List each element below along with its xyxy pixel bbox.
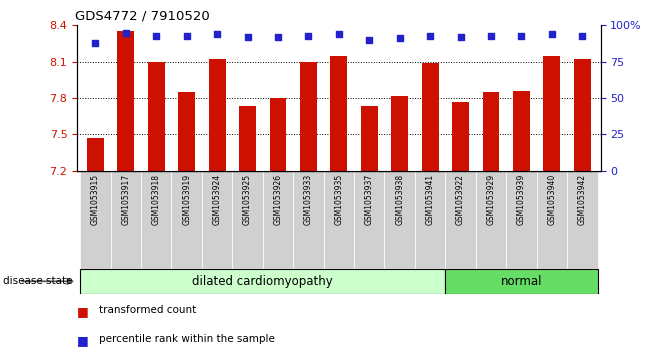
Point (212, 31, 223, 37)
Point (242, 34, 253, 40)
Text: disease state: disease state (3, 276, 73, 286)
Text: GSM1053922: GSM1053922 (456, 174, 465, 225)
Text: GSM1053937: GSM1053937 (365, 174, 374, 225)
FancyBboxPatch shape (567, 171, 597, 269)
Bar (178, 92, 195, 171)
Bar (482, 92, 499, 171)
FancyBboxPatch shape (446, 269, 597, 294)
FancyBboxPatch shape (172, 171, 202, 269)
Text: ■: ■ (77, 305, 89, 318)
Point (577, 33, 588, 38)
Text: normal: normal (501, 275, 542, 288)
FancyBboxPatch shape (263, 171, 293, 269)
Text: GSM1053918: GSM1053918 (152, 174, 161, 225)
Text: percentile rank within the sample: percentile rank within the sample (99, 334, 274, 344)
Bar (361, 106, 378, 171)
Point (546, 31, 557, 37)
FancyBboxPatch shape (384, 171, 415, 269)
Text: GSM1053938: GSM1053938 (395, 174, 404, 225)
Point (455, 34, 466, 40)
FancyBboxPatch shape (476, 171, 506, 269)
Bar (117, 32, 134, 171)
Bar (300, 62, 317, 171)
Point (303, 33, 314, 38)
Point (181, 33, 192, 38)
Text: GSM1053926: GSM1053926 (274, 174, 282, 225)
FancyBboxPatch shape (232, 171, 263, 269)
Text: dilated cardiomyopathy: dilated cardiomyopathy (193, 275, 333, 288)
FancyBboxPatch shape (446, 171, 476, 269)
Bar (391, 95, 408, 171)
Bar (574, 59, 590, 171)
Text: ■: ■ (77, 334, 89, 347)
Bar (239, 106, 256, 171)
FancyBboxPatch shape (323, 171, 354, 269)
Bar (331, 56, 347, 171)
Point (90, 40, 101, 46)
FancyBboxPatch shape (293, 171, 323, 269)
Text: GDS4772 / 7910520: GDS4772 / 7910520 (74, 10, 209, 23)
Text: GSM1053929: GSM1053929 (486, 174, 495, 225)
Point (333, 31, 344, 37)
Point (516, 33, 527, 38)
Point (486, 33, 497, 38)
Text: GSM1053915: GSM1053915 (91, 174, 100, 225)
Point (272, 34, 283, 40)
Bar (209, 59, 225, 171)
Text: GSM1053919: GSM1053919 (183, 174, 191, 225)
Text: GSM1053942: GSM1053942 (578, 174, 586, 225)
Point (395, 36, 405, 41)
Text: GSM1053925: GSM1053925 (243, 174, 252, 225)
FancyBboxPatch shape (111, 171, 141, 269)
Text: GSM1053935: GSM1053935 (334, 174, 344, 225)
Text: GSM1053917: GSM1053917 (121, 174, 130, 225)
Text: GSM1053933: GSM1053933 (304, 174, 313, 225)
Text: GSM1053924: GSM1053924 (213, 174, 221, 225)
FancyBboxPatch shape (354, 171, 384, 269)
Bar (452, 102, 469, 171)
Text: GSM1053940: GSM1053940 (548, 174, 556, 225)
Bar (148, 62, 164, 171)
Point (121, 30, 132, 36)
Bar (87, 138, 104, 171)
Bar (422, 63, 439, 171)
Text: GSM1053941: GSM1053941 (425, 174, 435, 225)
Point (364, 37, 374, 43)
Text: transformed count: transformed count (99, 305, 196, 315)
FancyBboxPatch shape (537, 171, 567, 269)
Bar (270, 98, 287, 171)
Point (151, 33, 162, 38)
FancyBboxPatch shape (506, 171, 537, 269)
Bar (513, 91, 530, 171)
FancyBboxPatch shape (81, 171, 111, 269)
Point (425, 33, 435, 38)
FancyBboxPatch shape (415, 171, 446, 269)
FancyBboxPatch shape (81, 269, 446, 294)
FancyBboxPatch shape (141, 171, 172, 269)
FancyBboxPatch shape (202, 171, 232, 269)
Text: GSM1053939: GSM1053939 (517, 174, 526, 225)
Bar (544, 56, 560, 171)
